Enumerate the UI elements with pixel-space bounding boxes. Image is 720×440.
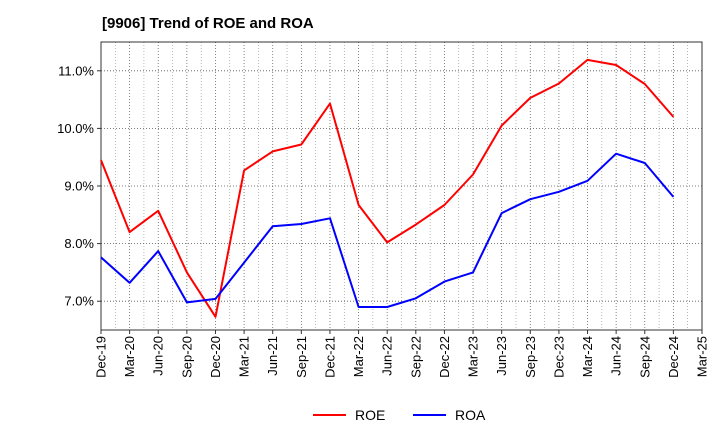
y-tick-label: 10.0% (57, 121, 94, 136)
x-tick-label: Sep-24 (637, 336, 652, 378)
x-tick-label: Jun-22 (380, 336, 395, 376)
x-tick-label: Dec-22 (437, 336, 452, 378)
series-line-roa (100, 152, 675, 308)
x-tick-label: Mar-20 (122, 336, 137, 377)
y-tick-label: 11.0% (58, 63, 94, 78)
legend-label-roa: ROA (455, 407, 486, 423)
x-tick-label: Sep-21 (294, 336, 309, 378)
series-line-roe (100, 58, 675, 318)
chart-title: [9906] Trend of ROE and ROA (102, 15, 314, 32)
x-tick-label: Dec-24 (666, 336, 681, 378)
x-tick-label: Jun-24 (609, 336, 624, 376)
x-tick-label: Dec-23 (551, 336, 566, 378)
y-tick-label: 9.0% (64, 179, 94, 194)
x-tick-label: Jun-20 (151, 336, 166, 376)
x-tick-label: Jun-23 (494, 336, 509, 376)
x-tick-label: Sep-22 (408, 336, 423, 378)
x-tick-label: Mar-25 (695, 336, 710, 377)
x-tick-label: Mar-24 (580, 336, 595, 377)
y-axis-ticks: 7.0% 8.0% 9.0% 10.0% 11.0% (57, 63, 101, 309)
x-tick-label: Sep-20 (179, 336, 194, 378)
y-tick-label: 7.0% (64, 294, 94, 309)
x-tick-label: Dec-20 (208, 336, 223, 378)
y-tick-label: 8.0% (64, 236, 94, 251)
x-axis-ticks: Dec-19 Mar-20 Jun-20 Sep-20 Dec-20 Mar-21 Jun-… (94, 330, 710, 378)
x-tick-label: Mar-23 (466, 336, 481, 377)
x-tick-label: Sep-23 (523, 336, 538, 378)
x-tick-label: Mar-22 (351, 336, 366, 377)
series-lines (100, 58, 675, 318)
x-tick-label: Dec-21 (322, 336, 337, 378)
grid-lines (101, 42, 702, 330)
legend-label-roe: ROE (355, 407, 385, 423)
x-tick-label: Mar-21 (237, 336, 252, 377)
x-tick-label: Jun-21 (265, 336, 280, 376)
legend: ROE ROA (313, 407, 486, 423)
x-tick-label: Dec-19 (94, 336, 109, 378)
